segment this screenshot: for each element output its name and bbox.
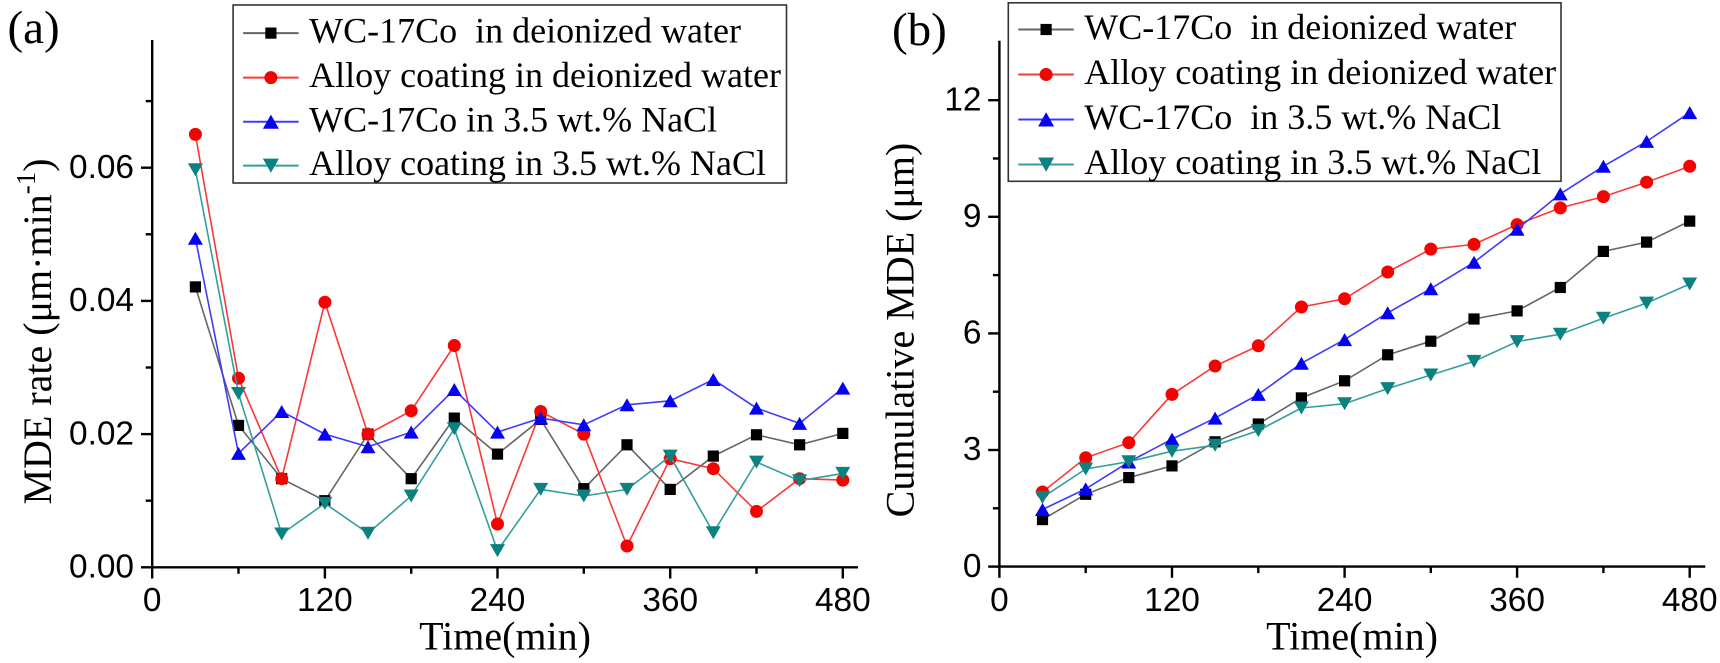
svg-text:0.02: 0.02 (69, 415, 134, 452)
svg-text:Alloy coating in 3.5 wt.% NaCl: Alloy coating in 3.5 wt.% NaCl (1084, 142, 1541, 182)
svg-text:240: 240 (470, 582, 526, 619)
svg-text:WC-17Co in deionized water: WC-17Co in deionized water (309, 11, 741, 51)
svg-text:Cumulative MDE (μm): Cumulative MDE (μm) (878, 143, 923, 518)
svg-text:6: 6 (963, 315, 982, 352)
svg-text:240: 240 (1317, 582, 1373, 619)
svg-text:360: 360 (642, 582, 698, 619)
svg-text:120: 120 (1144, 582, 1200, 619)
svg-text:0.04: 0.04 (69, 282, 134, 319)
svg-text:WC-17Co in 3.5 wt.% NaCl: WC-17Co in 3.5 wt.% NaCl (1084, 97, 1501, 137)
svg-text:MDE rate (μm·min-1): MDE rate (μm·min-1) (11, 158, 60, 504)
svg-text:480: 480 (815, 582, 871, 619)
svg-text:480: 480 (1662, 582, 1718, 619)
svg-text:12: 12 (944, 81, 981, 118)
svg-text:9: 9 (963, 198, 982, 235)
svg-text:0: 0 (143, 582, 162, 619)
svg-text:360: 360 (1489, 582, 1545, 619)
svg-text:WC-17Co in deionized water: WC-17Co in deionized water (1084, 7, 1516, 47)
svg-text:(b): (b) (892, 4, 947, 56)
svg-text:Time(min): Time(min) (419, 614, 591, 659)
svg-text:0.06: 0.06 (69, 149, 134, 186)
svg-text:Alloy coating in 3.5 wt.% NaCl: Alloy coating in 3.5 wt.% NaCl (309, 143, 766, 183)
svg-text:3: 3 (963, 431, 982, 468)
svg-text:Alloy coating in deionized wat: Alloy coating in deionized water (1084, 52, 1556, 92)
svg-text:WC-17Co in 3.5 wt.% NaCl: WC-17Co in 3.5 wt.% NaCl (309, 99, 717, 139)
svg-text:120: 120 (297, 582, 353, 619)
svg-text:0: 0 (963, 548, 982, 585)
svg-text:0: 0 (990, 582, 1009, 619)
svg-text:Time(min): Time(min) (1266, 614, 1438, 659)
svg-text:0.00: 0.00 (69, 549, 134, 586)
svg-text:(a): (a) (8, 2, 60, 54)
svg-text:Alloy coating in deionized wat: Alloy coating in deionized water (309, 55, 781, 95)
